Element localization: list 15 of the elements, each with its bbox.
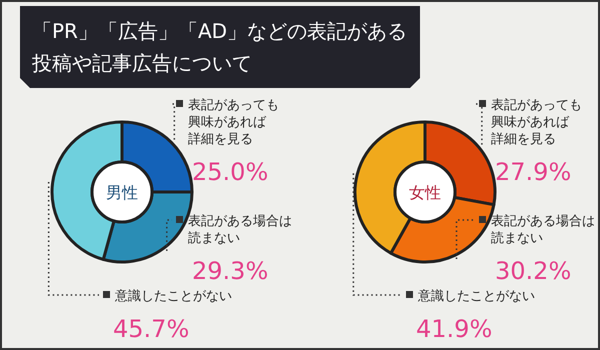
slice-label: 表記がある場合は読まない	[491, 214, 595, 246]
slice-label: 表記がある場合は読まない	[188, 214, 292, 246]
slice-label: 表記があっても興味があれば詳細を見る	[491, 98, 582, 147]
data-label: 25.0%	[192, 158, 268, 186]
data-label: 27.9%	[495, 158, 572, 186]
chart-title: 「PR」「広告」「AD」などの表記がある投稿や記事広告について	[31, 19, 408, 75]
data-label: 41.9%	[416, 315, 492, 343]
text: 男性	[106, 183, 138, 202]
data-label: 45.7%	[113, 315, 190, 343]
data-label: 30.2%	[495, 257, 572, 285]
slice-label: 意識したことがない	[114, 289, 232, 304]
data-label: 29.3%	[192, 257, 268, 285]
slice-label: 意識したことがない	[417, 289, 535, 304]
text: 女性	[409, 183, 441, 202]
slice-label: 表記があっても興味があれば詳細を見る	[188, 98, 279, 147]
